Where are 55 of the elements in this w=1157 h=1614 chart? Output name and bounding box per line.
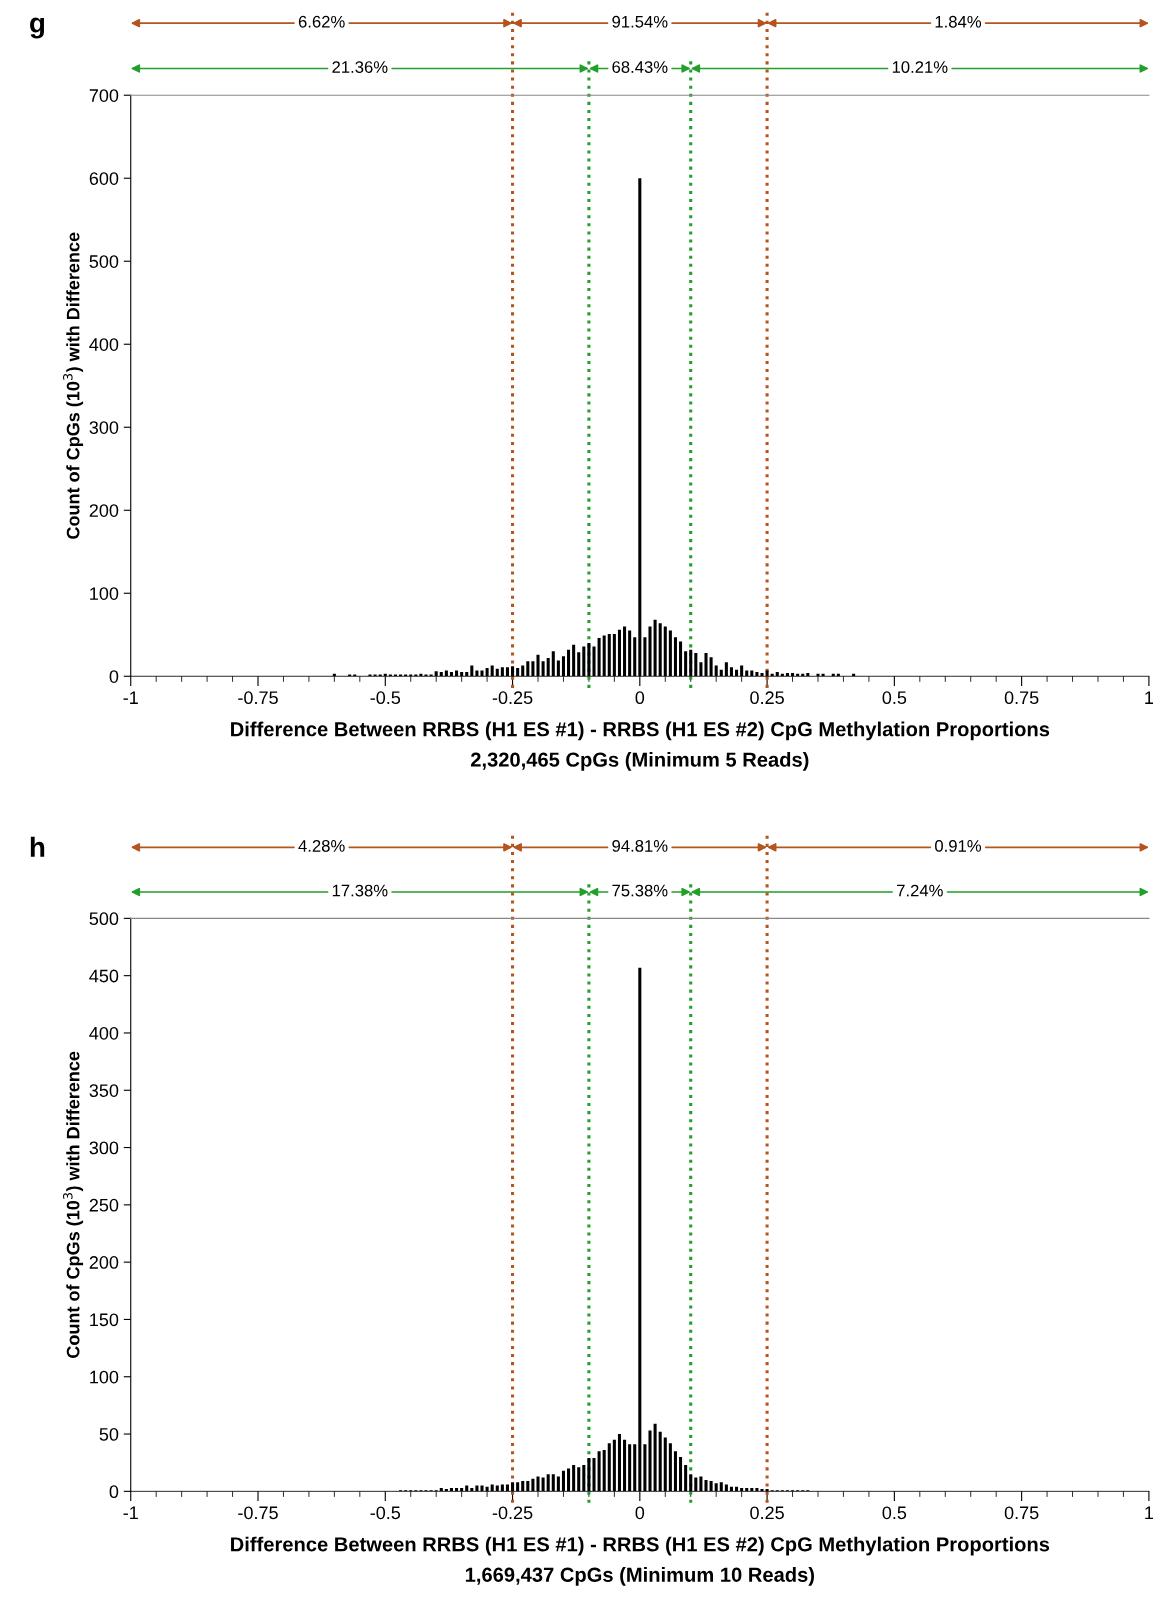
x-axis-title: Difference Between RRBS (H1 ES #1) - RRBS (H1 ES #2) CpG Methylation Proportions 1,669,437 CpGs (Minimum 10 Reads) bbox=[231, 1536, 1050, 1586]
x-tick-label: -1 bbox=[123, 1506, 138, 1519]
y-tick-label: 350 bbox=[89, 1084, 119, 1097]
text: 10.21% bbox=[892, 61, 948, 73]
x-tick-label: 0.75 bbox=[1004, 691, 1039, 705]
y-tick-label: 200 bbox=[89, 504, 119, 517]
chart-title: g bbox=[30, 17, 45, 39]
x-tick-label: 1 bbox=[1145, 691, 1154, 704]
y-tick-label: 300 bbox=[89, 1141, 119, 1155]
y-tick-label: 400 bbox=[89, 1026, 119, 1040]
x-tick-label: 0.5 bbox=[882, 1506, 907, 1520]
x-tick-label: -0.5 bbox=[370, 1506, 401, 1520]
x-tick-label: -1 bbox=[123, 691, 138, 704]
y-axis-title: Count of CpGs (10$^{3}$) with Difference bbox=[63, 1051, 84, 1358]
y-axis-title: Count of CpGs (10$^{3}$) with Difference bbox=[63, 232, 84, 539]
y-tick-label: 600 bbox=[89, 172, 119, 185]
y-tick-label: 50 bbox=[99, 1427, 119, 1441]
y-tick-label: 100 bbox=[90, 1370, 119, 1384]
chart-title: h bbox=[30, 836, 45, 857]
x-axis-title: Difference Between RRBS (H1 ES #1) - RRBS (H1 ES #2) CpG Methylation Proportions 2,320,465 CpGs (Minimum 5 Reads) bbox=[231, 721, 1050, 771]
y-tick-label: 700 bbox=[89, 89, 119, 102]
text: 91.54% bbox=[612, 15, 668, 28]
y-tick-label: 500 bbox=[89, 255, 119, 268]
y-tick-label: 100 bbox=[90, 587, 119, 600]
x-tick-label: 0 bbox=[635, 1506, 645, 1520]
text: 21.36% bbox=[332, 61, 388, 73]
text: 68.43% bbox=[612, 61, 668, 73]
x-tick-label: 0.5 bbox=[882, 691, 907, 705]
y-tick-label: 300 bbox=[89, 421, 119, 434]
x-tick-label: -0.25 bbox=[492, 1506, 533, 1520]
text: 75.38% bbox=[612, 884, 668, 897]
x-tick-label: -0.75 bbox=[238, 691, 278, 705]
x-tick-label: -0.5 bbox=[370, 691, 401, 705]
x-tick-label: 0.25 bbox=[750, 691, 784, 705]
text: 6.62% bbox=[298, 15, 345, 28]
y-tick-label: 500 bbox=[89, 912, 119, 926]
y-tick-label: 200 bbox=[89, 1256, 119, 1269]
x-tick-label: 0.75 bbox=[1004, 1506, 1039, 1520]
x-tick-label: -0.75 bbox=[238, 1506, 278, 1520]
x-tick-label: 1 bbox=[1145, 1506, 1154, 1519]
text: 0.91% bbox=[935, 839, 982, 852]
text: 17.38% bbox=[332, 884, 388, 897]
y-tick-label: 150 bbox=[90, 1313, 119, 1327]
y-tick-label: 0 bbox=[109, 1485, 119, 1499]
text: 4.28% bbox=[298, 839, 345, 852]
text: 7.24% bbox=[897, 884, 943, 897]
x-tick-label: 0 bbox=[635, 691, 645, 705]
x-tick-label: -0.25 bbox=[492, 691, 533, 705]
y-tick-label: 450 bbox=[89, 969, 119, 983]
y-tick-label: 0 bbox=[109, 670, 119, 683]
y-tick-label: 250 bbox=[89, 1198, 119, 1212]
y-tick-label: 400 bbox=[89, 338, 119, 351]
text: 1.84% bbox=[935, 15, 982, 28]
x-tick-label: 0.25 bbox=[750, 1506, 784, 1520]
text: 94.81% bbox=[612, 839, 668, 852]
